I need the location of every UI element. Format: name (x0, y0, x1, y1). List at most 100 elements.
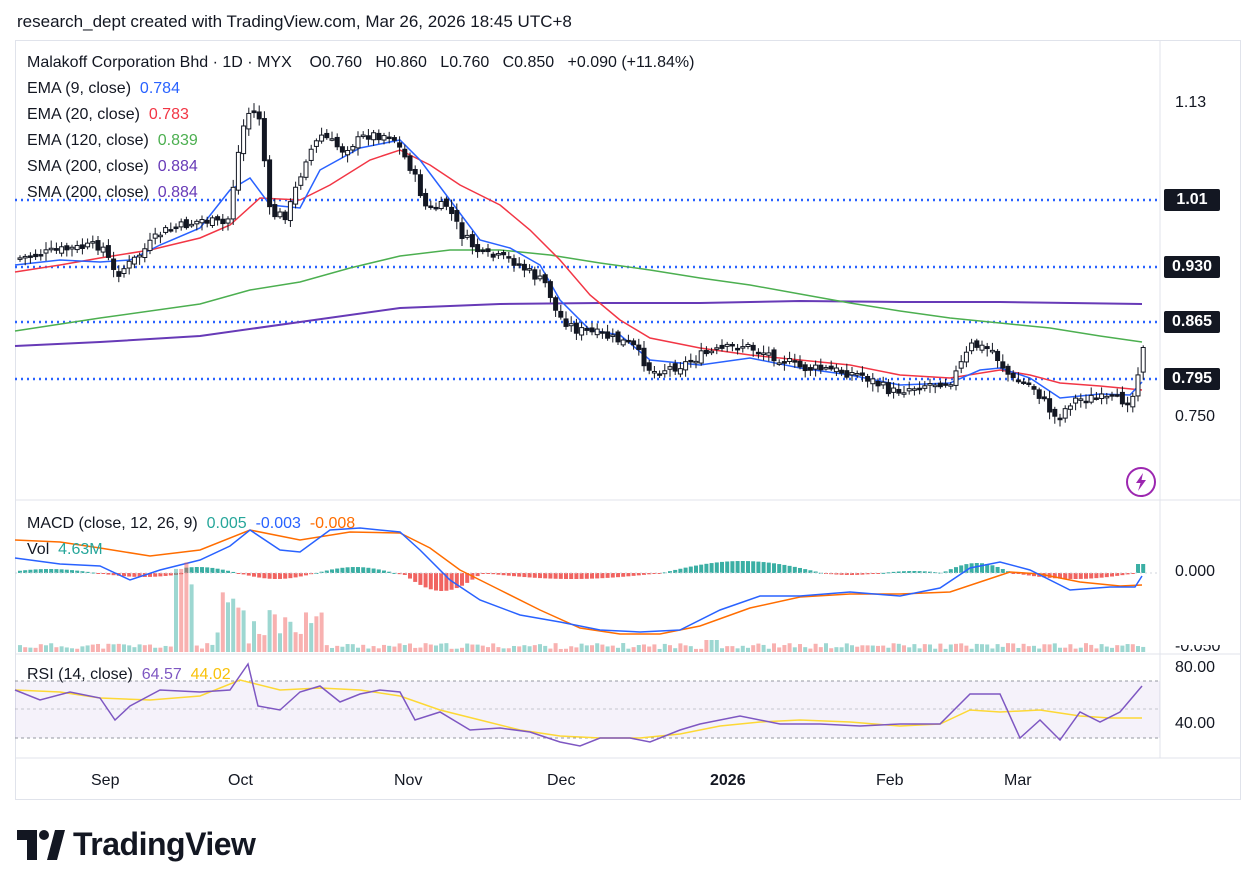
volume-bar (688, 646, 693, 652)
volume-bar (1099, 644, 1104, 652)
volume-bar (1032, 645, 1036, 652)
volume-bar (1068, 644, 1073, 652)
indicator-label: EMA (20, close) (27, 106, 140, 123)
macd-histogram-bar (28, 569, 33, 573)
macd-histogram-bar (220, 569, 225, 573)
level-tag-0.795[interactable]: 0.795 (1164, 368, 1220, 390)
macd-line (14, 527, 1143, 633)
rsi-axis-label: 80.00 (1175, 659, 1216, 676)
macd-histogram-bar (168, 573, 173, 576)
x-axis-label: Oct (228, 772, 253, 789)
macd-histogram-bar (751, 561, 756, 573)
volume-bar (922, 644, 927, 652)
candle (303, 161, 309, 178)
candle (1078, 398, 1084, 401)
candle (334, 136, 340, 148)
tradingview-logo[interactable]: TradingView (17, 826, 256, 863)
indicator-legend-ema120[interactable]: EMA (120, close) 0.839 (27, 132, 198, 150)
symbol-interval[interactable]: 1D (222, 54, 243, 71)
candle (215, 216, 221, 221)
level-tag-0.865[interactable]: 0.865 (1164, 311, 1220, 333)
candle (776, 362, 782, 365)
volume-bar (860, 645, 865, 652)
volume-bar (38, 644, 43, 652)
volume-bar (756, 643, 761, 652)
volume-bar (80, 646, 85, 652)
candle (771, 349, 777, 362)
candle (1130, 395, 1136, 408)
candle (750, 344, 756, 351)
volume-bar (1073, 648, 1078, 652)
volume-bar (226, 602, 230, 652)
candle (781, 361, 787, 364)
lightning-icon[interactable] (1125, 466, 1157, 498)
volume-bar (1089, 644, 1094, 652)
volume-bar (460, 647, 464, 652)
macd-histogram-bar (678, 568, 683, 573)
macd-histogram-bar (1089, 573, 1094, 579)
indicator-legend-sma200-b[interactable]: SMA (200, close) 0.884 (27, 184, 198, 202)
candle (319, 134, 325, 142)
volume-bar (96, 643, 100, 652)
macd-histogram-bar (413, 573, 418, 582)
volume-bar (371, 646, 376, 652)
macd-histogram-bar (1063, 573, 1068, 579)
candle (1000, 361, 1006, 369)
macd-histogram-bar (959, 565, 964, 573)
macd-histogram-bar (366, 567, 371, 573)
volume-bar (517, 646, 522, 652)
macd-histogram-bar (70, 570, 74, 573)
candle (235, 151, 241, 191)
volume-bar (652, 644, 657, 652)
macd-histogram-bar (153, 573, 158, 577)
volume-bar (428, 644, 433, 652)
candle (693, 360, 699, 364)
indicator-legend-ema20[interactable]: EMA (20, close) 0.783 (27, 106, 189, 124)
volume-bar (480, 645, 485, 652)
volume-bar (236, 607, 241, 652)
candle (157, 234, 163, 238)
macd-histogram-bar (267, 573, 272, 579)
macd-histogram-bar (907, 571, 912, 573)
volume-bar (969, 648, 974, 652)
ohlc-change: +0.090 (+11.84%) (567, 54, 695, 71)
macd-histogram-bar (948, 569, 953, 573)
volume-bar (1052, 643, 1057, 652)
candle (308, 148, 314, 161)
candle (719, 344, 725, 349)
volume-bar (246, 643, 251, 652)
volume-legend[interactable]: Vol 4.63M (27, 541, 103, 559)
candle (189, 223, 195, 227)
candle (1047, 398, 1053, 413)
macd-histogram-bar (345, 567, 350, 573)
candle (953, 370, 959, 386)
symbol-name[interactable]: Malakoff Corporation Bhd (27, 54, 209, 71)
volume-bar (59, 646, 64, 652)
candle (90, 241, 96, 244)
rsi-legend[interactable]: RSI (14, close) 64.57 44.02 (27, 666, 231, 684)
volume-bar (985, 644, 990, 652)
volume-bar (257, 633, 262, 652)
candle (199, 219, 205, 224)
candle (646, 362, 652, 371)
candle (412, 168, 418, 175)
indicator-legend-ema9[interactable]: EMA (9, close) 0.784 (27, 80, 180, 98)
macd-histogram-bar (231, 571, 236, 573)
indicator-legend-sma200[interactable]: SMA (200, close) 0.884 (27, 158, 198, 176)
macd-histogram-bar (870, 573, 875, 574)
candle (563, 318, 569, 327)
macd-histogram-bar (174, 573, 178, 575)
macd-histogram-bar (891, 571, 896, 573)
volume-bar (569, 646, 574, 652)
macd-histogram-bar (1000, 568, 1005, 573)
candle (865, 375, 871, 382)
macd-histogram-bar (137, 573, 142, 577)
macd-histogram-bar (465, 573, 470, 583)
volume-bar (345, 644, 350, 652)
macd-histogram-bar (194, 567, 199, 573)
macd-histogram-bar (90, 572, 95, 574)
level-tag-0.930[interactable]: 0.930 (1164, 256, 1220, 278)
macd-legend[interactable]: MACD (close, 12, 26, 9) 0.005 -0.003 -0.… (27, 515, 355, 533)
level-tag-1.01[interactable]: 1.01 (1164, 189, 1220, 211)
